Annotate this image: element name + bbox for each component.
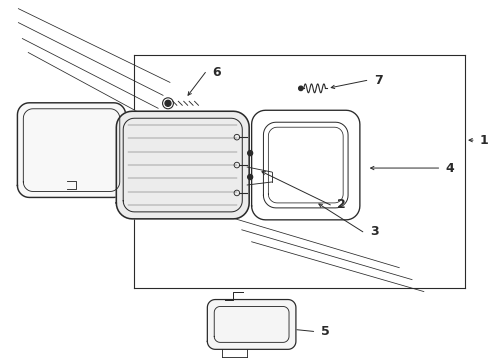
Circle shape xyxy=(299,86,303,91)
Text: 3: 3 xyxy=(370,225,378,238)
Text: 2: 2 xyxy=(337,198,346,211)
Text: 4: 4 xyxy=(445,162,454,175)
Circle shape xyxy=(247,150,253,156)
Circle shape xyxy=(165,100,171,106)
Circle shape xyxy=(247,175,253,180)
Text: 6: 6 xyxy=(212,66,221,79)
Text: 1: 1 xyxy=(480,134,489,147)
Text: 5: 5 xyxy=(320,325,329,338)
Polygon shape xyxy=(116,111,249,219)
Polygon shape xyxy=(18,103,125,197)
Polygon shape xyxy=(207,300,296,349)
Text: 7: 7 xyxy=(374,74,382,87)
